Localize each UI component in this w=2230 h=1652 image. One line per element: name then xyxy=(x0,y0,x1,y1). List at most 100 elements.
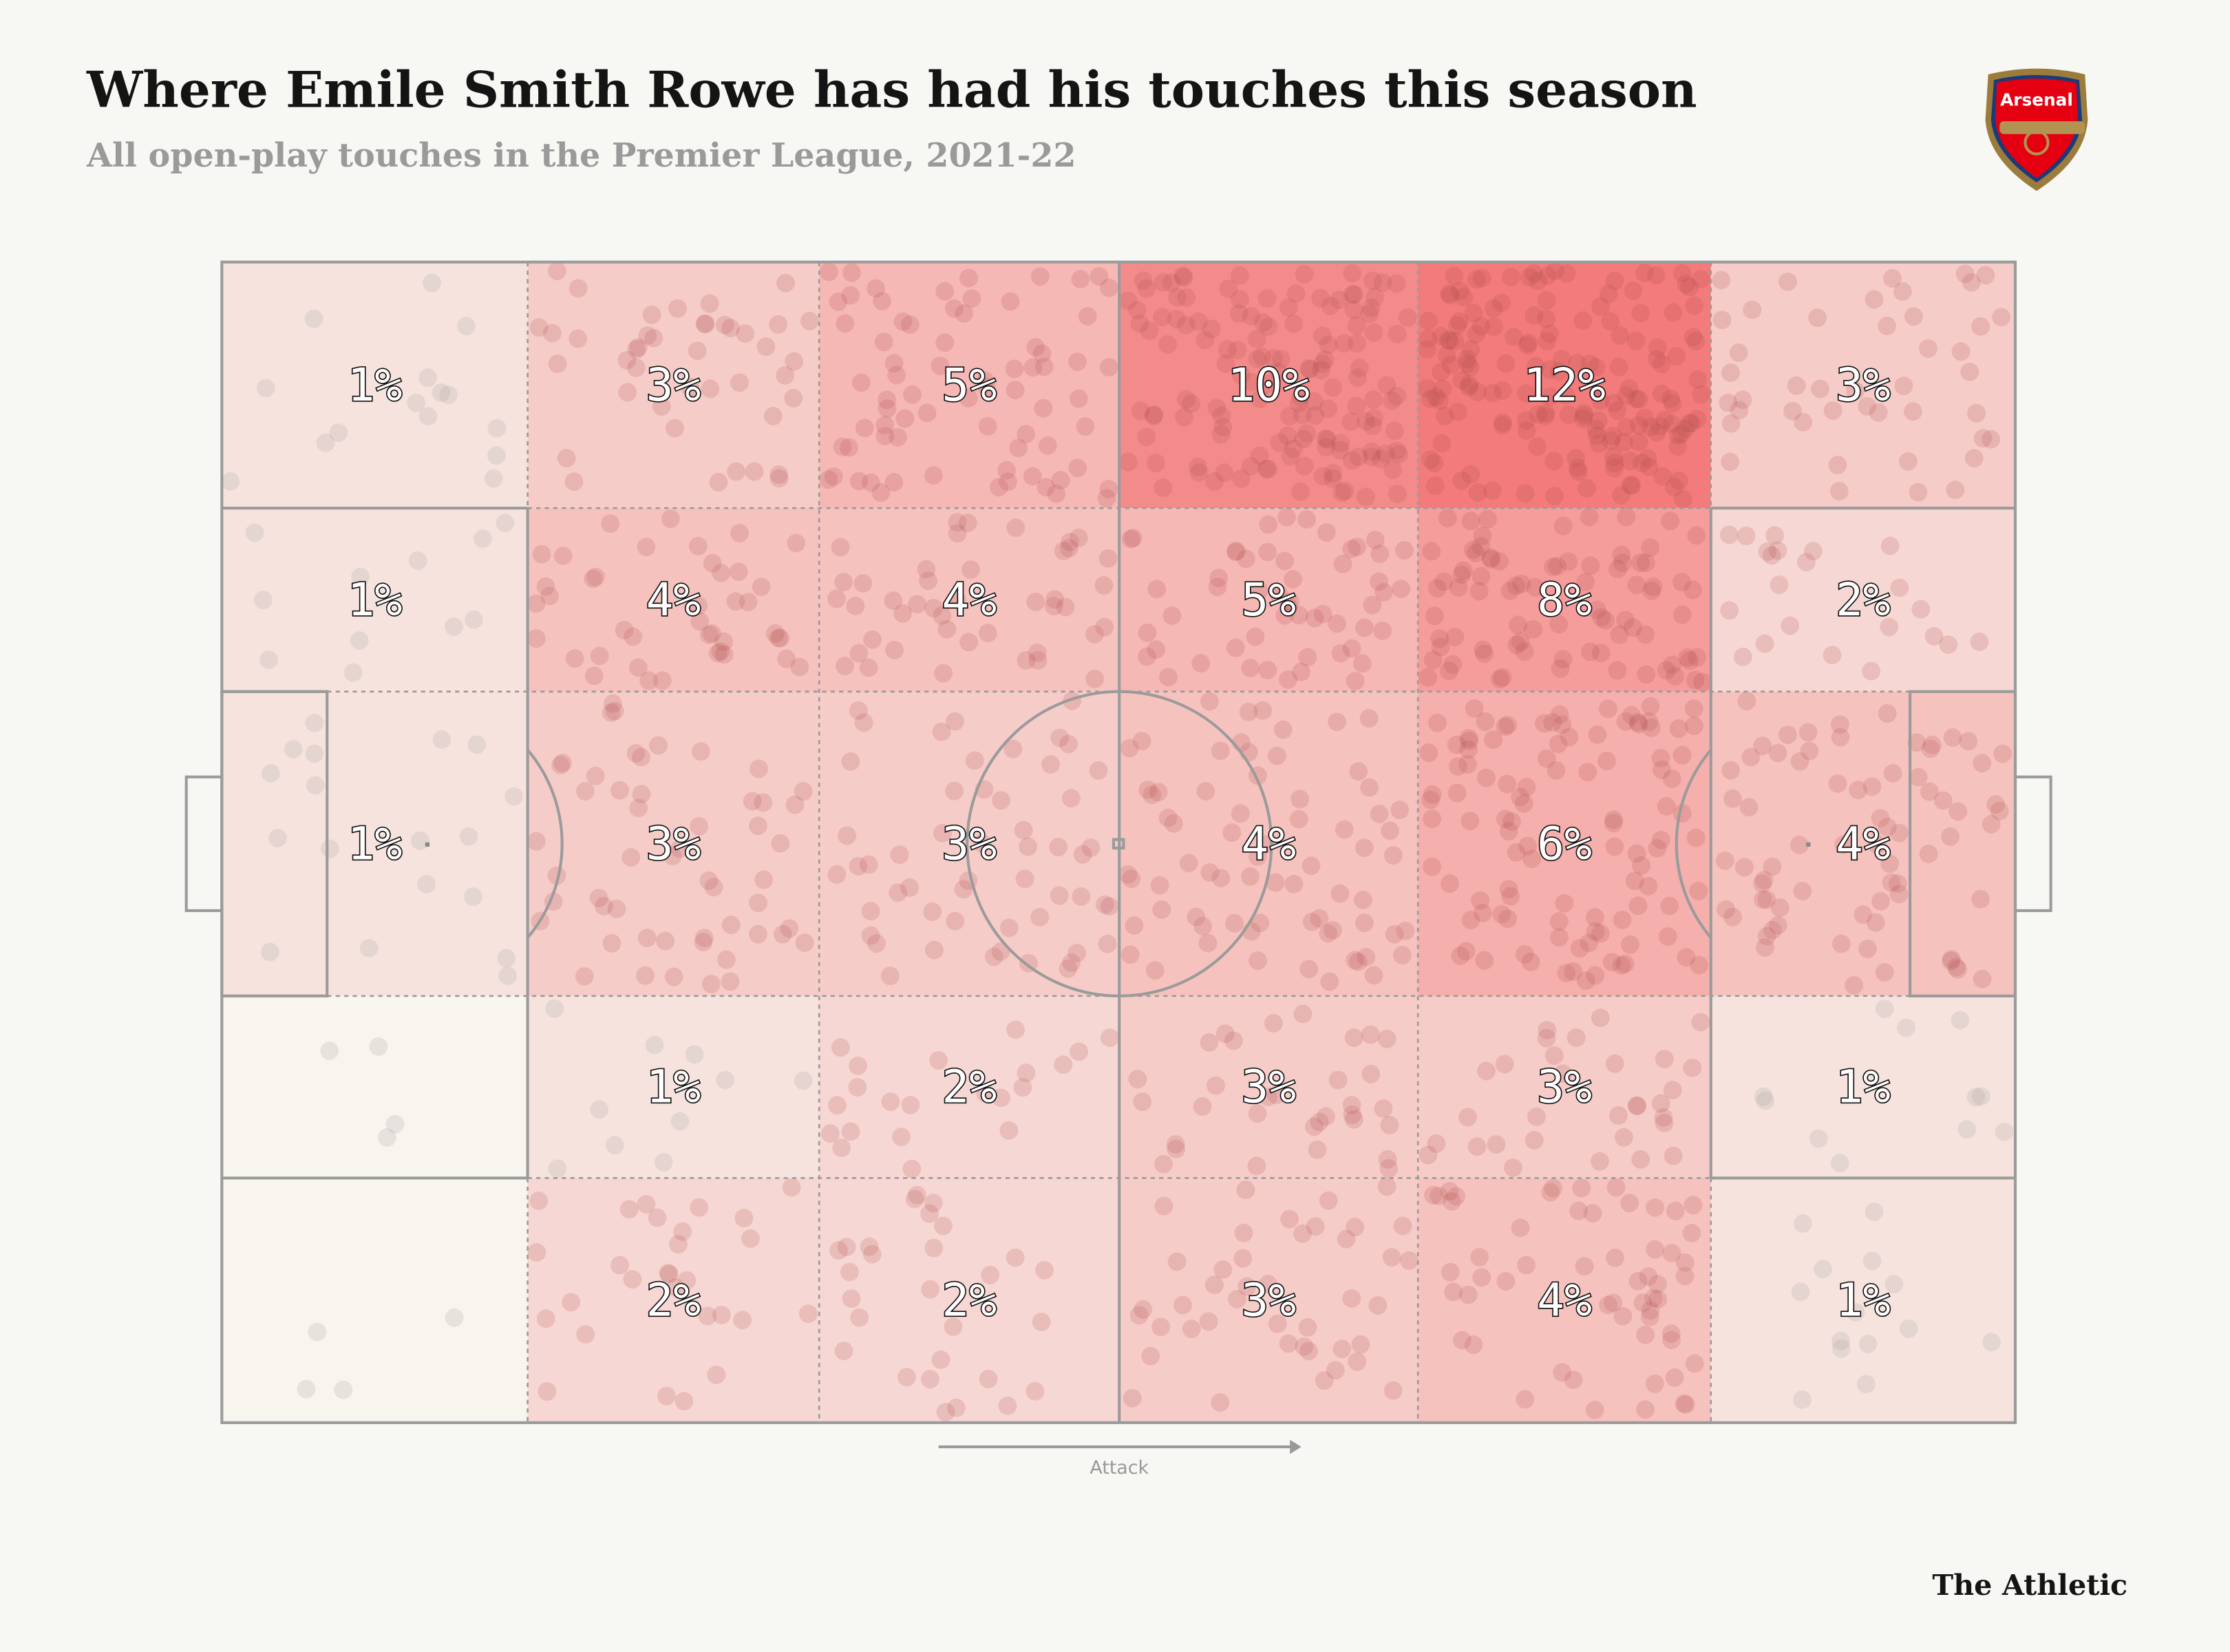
touch-dot xyxy=(1051,471,1070,490)
touch-dot xyxy=(1990,801,2009,820)
touch-dot xyxy=(1669,426,1688,445)
touch-dot xyxy=(992,1088,1010,1108)
heatmap-cell xyxy=(1418,508,1711,692)
touch-dot xyxy=(976,1083,995,1103)
touch-dot xyxy=(1202,319,1221,339)
touch-dot xyxy=(1754,1087,1773,1106)
touch-dot xyxy=(717,950,736,969)
touch-dot xyxy=(649,736,668,755)
touch-dot xyxy=(1499,880,1518,899)
touch-dot xyxy=(1611,326,1629,345)
heatmap-cell xyxy=(1119,995,1419,1178)
touch-dot xyxy=(1553,715,1572,734)
heatmap-cell xyxy=(819,1178,1120,1423)
touch-dot xyxy=(1059,734,1078,754)
touch-dot xyxy=(1939,635,1958,654)
touch-dot xyxy=(1485,317,1503,337)
touch-dot xyxy=(1379,1158,1399,1178)
touch-dot xyxy=(1484,299,1503,318)
touch-dot xyxy=(933,606,952,625)
touch-dot xyxy=(1657,661,1676,680)
touch-dot xyxy=(1464,304,1483,322)
touch-dot xyxy=(1431,637,1450,657)
touch-dot xyxy=(610,1256,629,1275)
touch-dot xyxy=(1712,310,1732,330)
touch-dot xyxy=(1672,425,1691,443)
touch-dot xyxy=(1037,478,1056,497)
touch-dot xyxy=(1721,452,1740,472)
touch-dot xyxy=(1319,399,1338,419)
touch-dot xyxy=(837,1238,856,1257)
touch-dot xyxy=(1547,557,1567,575)
touch-dot xyxy=(1272,350,1291,369)
touch-dot xyxy=(1472,317,1491,336)
touch-dot xyxy=(432,730,452,749)
touch-dot xyxy=(1006,1020,1025,1039)
touch-dot xyxy=(785,795,805,814)
touch-dot xyxy=(1323,469,1342,488)
touch-dot xyxy=(1898,452,1918,471)
touch-dot xyxy=(1279,407,1299,426)
touch-dot xyxy=(1955,264,1975,284)
touch-dot xyxy=(1032,1313,1051,1331)
touch-dot xyxy=(1006,1248,1025,1267)
touch-dot xyxy=(1627,575,1646,595)
touch-dot xyxy=(1286,284,1306,303)
touch-dot xyxy=(1809,1129,1828,1148)
touch-dot xyxy=(1270,433,1289,452)
touch-dot xyxy=(1665,1368,1684,1387)
touch-dot xyxy=(1624,282,1643,300)
touch-dot xyxy=(1305,608,1324,628)
touch-dot xyxy=(1368,1296,1388,1315)
touch-dot xyxy=(1348,368,1367,387)
touch-dot xyxy=(1894,377,1913,396)
touch-dot xyxy=(696,314,715,333)
touch-dot xyxy=(1875,963,1894,982)
touch-dot xyxy=(1371,449,1390,469)
attack-arrow-icon xyxy=(1290,1439,1302,1454)
touch-dot xyxy=(1638,449,1657,468)
touch-dot xyxy=(1948,960,1967,979)
touch-dot xyxy=(1017,1063,1036,1083)
touch-dot xyxy=(1130,314,1149,333)
touch-dot xyxy=(1581,556,1600,575)
touch-dot xyxy=(1348,952,1368,971)
touch-dot xyxy=(602,703,621,722)
touch-dot xyxy=(1617,417,1636,436)
touch-dot xyxy=(841,1122,860,1141)
touch-dot xyxy=(1495,1055,1514,1074)
touch-dot xyxy=(1613,553,1632,573)
touch-dot xyxy=(1275,606,1295,625)
touch-dot xyxy=(1356,487,1375,507)
touch-dot xyxy=(769,315,788,334)
heatmap-cell xyxy=(819,995,1120,1178)
touch-dot xyxy=(1229,304,1249,323)
touch-dot xyxy=(445,1308,464,1327)
touch-dot xyxy=(610,781,629,800)
touch-dot xyxy=(834,1342,853,1361)
zone-percent-label: 10% xyxy=(1227,359,1309,412)
touch-dot xyxy=(1425,454,1444,473)
touch-dot xyxy=(1557,264,1576,283)
touch-dot xyxy=(1122,869,1141,889)
touch-dot xyxy=(1604,447,1623,467)
touch-dot xyxy=(917,403,937,423)
touch-dot xyxy=(1377,376,1397,395)
touch-dot xyxy=(1757,926,1776,946)
touch-dot xyxy=(1141,1346,1160,1366)
touch-dot xyxy=(893,312,913,331)
touch-dot xyxy=(1313,326,1332,346)
touch-dot xyxy=(1056,597,1075,617)
touch-dot xyxy=(320,839,339,858)
touch-dot xyxy=(898,1368,916,1387)
touch-dot xyxy=(1049,838,1068,857)
touch-dot xyxy=(1743,300,1762,319)
touch-dot xyxy=(1241,867,1260,886)
touch-dot xyxy=(1526,578,1545,597)
touch-dot xyxy=(1878,317,1897,335)
heatmap-cell xyxy=(527,1178,820,1423)
touch-dot xyxy=(1357,948,1376,966)
touch-dot xyxy=(575,966,594,986)
touch-dot xyxy=(1794,1214,1812,1233)
touch-dot xyxy=(707,1365,726,1384)
